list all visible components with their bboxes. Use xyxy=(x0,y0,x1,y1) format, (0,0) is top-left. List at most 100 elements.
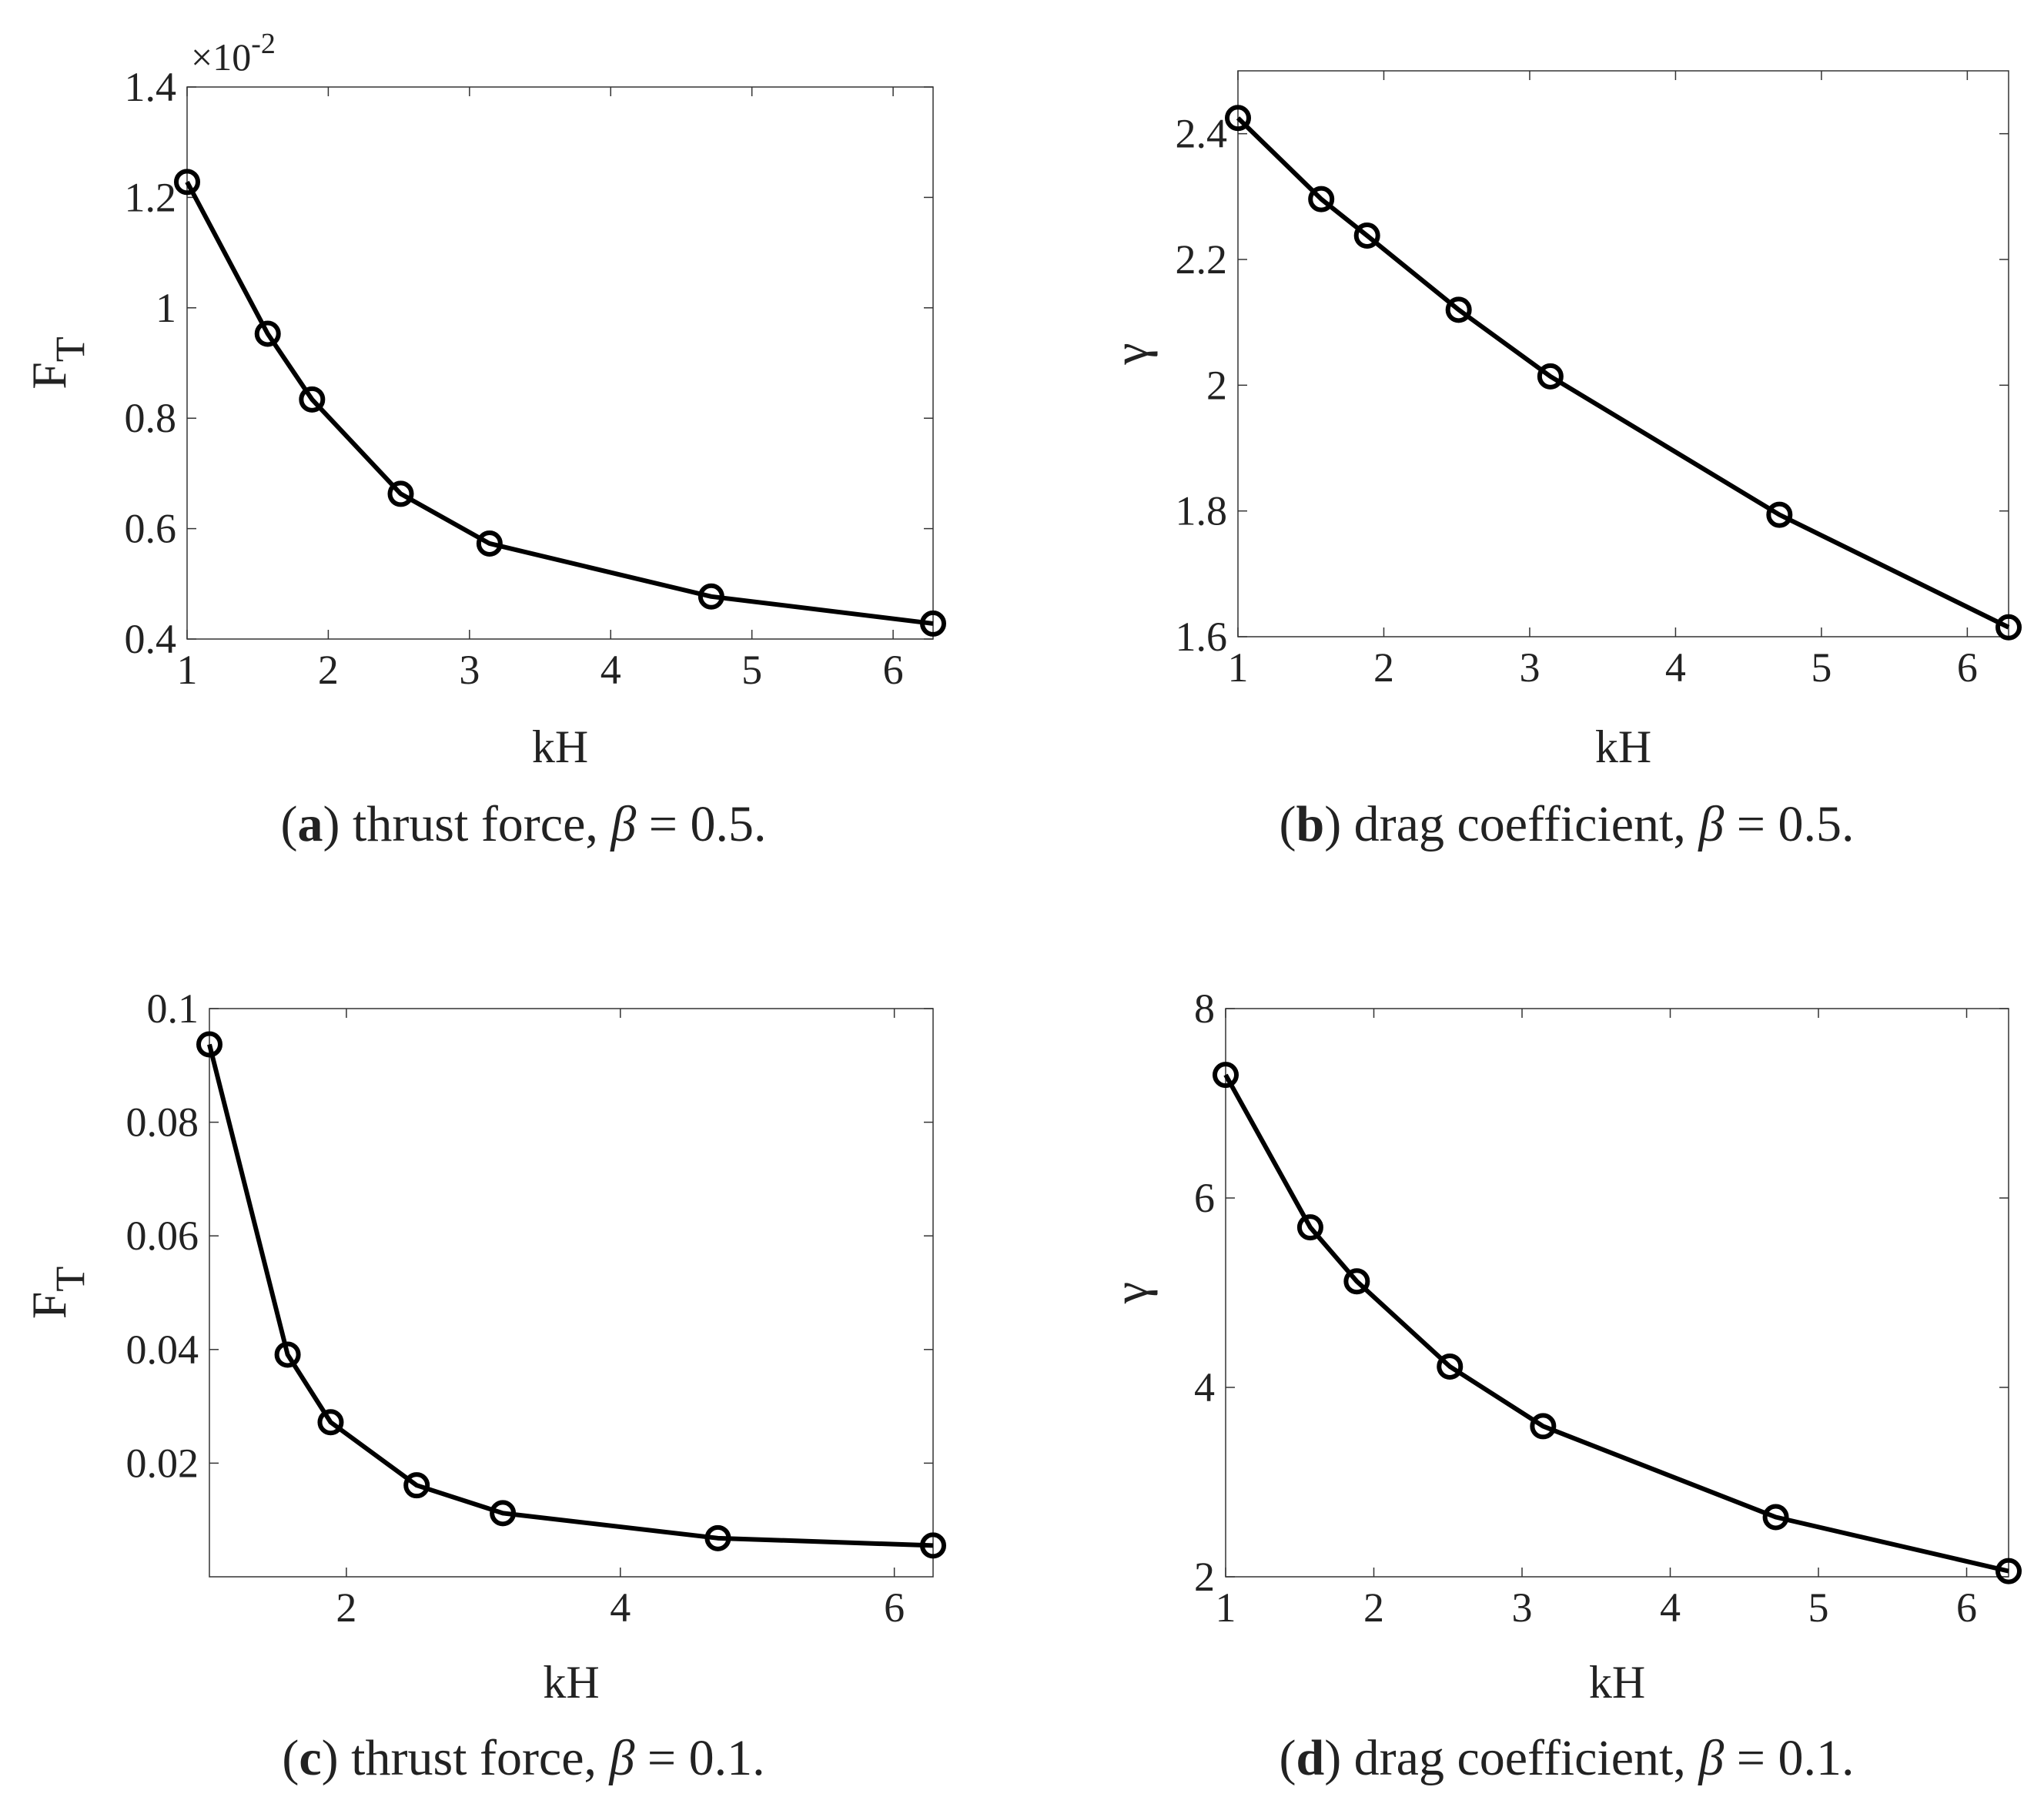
series-line xyxy=(185,180,934,626)
data-point xyxy=(1308,186,1335,212)
x-tick-label: 6 xyxy=(1957,644,1978,691)
y-axis-label: FT xyxy=(22,336,93,390)
axes-box xyxy=(1225,1008,2009,1578)
caption: (a) thrust force, β = 0.5. xyxy=(281,796,767,852)
data-point xyxy=(1225,105,1251,132)
caption-open: ( xyxy=(281,796,298,852)
x-tick-label: 4 xyxy=(1665,644,1686,691)
data-point xyxy=(1766,501,1793,528)
y-tick-label: 0.6 xyxy=(125,506,177,552)
y-tick-label: 1.4 xyxy=(125,64,177,110)
caption-value: = 0.1. xyxy=(634,1730,764,1786)
series-line xyxy=(1223,1073,2009,1574)
y-tick-label: 1 xyxy=(156,285,176,331)
x-tick-label: 4 xyxy=(610,1584,631,1631)
x-tick-label: 4 xyxy=(600,647,621,693)
x-tick-label: 1 xyxy=(177,647,198,693)
x-tick-label: 1 xyxy=(1216,1584,1236,1631)
caption: (d) drag coefficient, β = 0.1. xyxy=(1279,1730,1854,1786)
caption-text: thrust force, xyxy=(339,1730,610,1786)
data-point xyxy=(1537,363,1564,390)
caption-open: ( xyxy=(1279,796,1296,852)
y-tick-label: 2 xyxy=(1206,362,1227,408)
caption-value: = 0.5. xyxy=(636,796,766,852)
x-tick-label: 5 xyxy=(741,647,762,693)
exponent-base: ×10 xyxy=(191,35,251,79)
data-point xyxy=(403,1472,430,1499)
x-tick-label: 5 xyxy=(1808,1584,1829,1631)
y-tick-label: 2 xyxy=(1194,1554,1215,1600)
y-axis-label: γ xyxy=(1103,1282,1158,1304)
y-tick-label: 1.6 xyxy=(1176,614,1228,660)
caption-text: drag coefficient, xyxy=(1341,1730,1698,1786)
caption-param: β xyxy=(1697,796,1724,852)
caption-open: ( xyxy=(1279,1730,1296,1786)
data-point xyxy=(387,480,414,507)
data-point xyxy=(698,583,724,610)
y-axis-label: γ xyxy=(1103,343,1158,365)
caption-close: ) xyxy=(1324,796,1341,852)
caption-label: c xyxy=(299,1730,321,1786)
y-tick-label: 0.4 xyxy=(125,616,177,662)
data-point xyxy=(1437,1353,1464,1380)
data-point xyxy=(1995,614,2022,641)
x-tick-label: 3 xyxy=(1512,1584,1533,1631)
chart-panel-b: 1 2 3 4 5 6 1.6 1.8 2 2.2 2.4 kH γ (b) drag coefficie… xyxy=(1103,70,2022,852)
data-point xyxy=(299,386,326,413)
x-tick-label: 2 xyxy=(336,1584,356,1631)
data-point xyxy=(1353,222,1380,249)
caption-close: ) xyxy=(323,796,340,852)
x-tick-label: 2 xyxy=(1373,644,1394,691)
caption-value: = 0.5. xyxy=(1724,796,1854,852)
y-axis-label-sub: T xyxy=(47,336,93,362)
y-tick-label: 1.8 xyxy=(1176,488,1228,534)
y-tick-label: 2.2 xyxy=(1176,236,1228,283)
series-line xyxy=(1236,116,2010,630)
x-tick-label: 5 xyxy=(1811,644,1832,691)
data-point xyxy=(1213,1062,1239,1089)
x-tick-label: 2 xyxy=(318,647,339,693)
exponent-power: -2 xyxy=(251,28,276,60)
data-point xyxy=(920,610,946,637)
data-point xyxy=(490,1500,517,1527)
caption-param: β xyxy=(609,796,636,852)
y-tick-label: 0.1 xyxy=(147,985,199,1032)
chart-panel-c: 2 4 6 0.02 0.04 0.06 0.08 0.1 kH FT (c) thrust for… xyxy=(22,985,946,1786)
data-point xyxy=(1530,1413,1557,1440)
x-axis-label: kH xyxy=(532,721,588,772)
y-tick-label: 1.2 xyxy=(125,174,177,220)
x-tick-label: 1 xyxy=(1228,644,1249,691)
caption-param: β xyxy=(608,1730,635,1786)
data-point xyxy=(274,1341,301,1368)
caption-text: drag coefficient, xyxy=(1341,796,1698,852)
axes-box xyxy=(209,1008,934,1578)
x-tick-label: 6 xyxy=(884,1584,905,1631)
data-point xyxy=(254,320,281,347)
x-tick-label: 3 xyxy=(459,647,480,693)
axes-box xyxy=(1237,70,2009,637)
data-point xyxy=(1445,296,1472,323)
y-tick-label: 0.8 xyxy=(125,395,177,441)
y-axis-label-main: γ xyxy=(1103,1282,1158,1304)
data-point xyxy=(317,1409,344,1436)
caption-param: β xyxy=(1697,1730,1724,1786)
caption: (b) drag coefficient, β = 0.5. xyxy=(1279,796,1854,852)
data-point xyxy=(1296,1214,1323,1241)
x-tick-label: 4 xyxy=(1660,1584,1681,1631)
caption-value: = 0.1. xyxy=(1724,1730,1854,1786)
y-tick-label: 2.4 xyxy=(1176,111,1228,157)
data-point xyxy=(1762,1504,1789,1531)
y-tick-label: 8 xyxy=(1194,985,1215,1032)
caption-label: b xyxy=(1296,796,1324,852)
data-point xyxy=(174,169,200,196)
y-tick-label: 0.08 xyxy=(126,1099,199,1146)
y-axis-label-main: F xyxy=(22,1292,76,1320)
y-tick-label: 4 xyxy=(1194,1364,1215,1410)
caption-label: a xyxy=(298,796,323,852)
exponent-label: ×10-2 xyxy=(191,28,276,79)
caption: (c) thrust force, β = 0.1. xyxy=(282,1730,764,1786)
axes-box xyxy=(186,86,934,640)
y-axis-label-main: γ xyxy=(1103,343,1158,365)
